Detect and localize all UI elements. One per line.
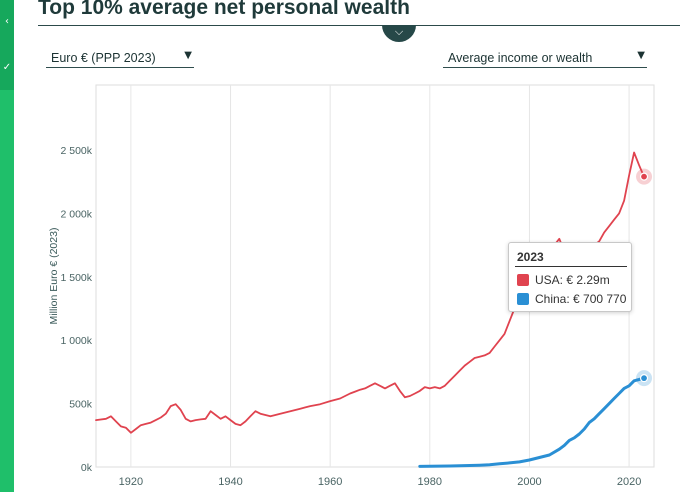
plot-frame	[95, 84, 655, 468]
check-icon[interactable]: ✓	[2, 62, 12, 73]
hover-tooltip: 2023 USA: € 2.29m China: € 700 770	[508, 242, 632, 312]
tooltip-china-value: China: € 700 770	[535, 292, 627, 306]
x-tick-label: 2000	[517, 476, 541, 488]
usa-end-point	[639, 172, 649, 181]
usa-legend-swatch	[517, 274, 529, 286]
currency-dropdown-value: Euro € (PPP 2023)	[51, 51, 156, 65]
china-legend-swatch	[517, 293, 529, 305]
x-tick-label: 2020	[617, 476, 641, 488]
currency-dropdown[interactable]: Euro € (PPP 2023) ▼	[46, 48, 194, 68]
measure-dropdown-value: Average income or wealth	[448, 51, 593, 65]
tooltip-divider	[515, 266, 627, 267]
x-tick-label: 1980	[418, 476, 442, 488]
china-series-line	[418, 376, 646, 468]
share-icon[interactable]: ‹	[5, 16, 9, 27]
x-tick-label: 1960	[318, 476, 342, 488]
tooltip-usa-value: USA: € 2.29m	[535, 273, 610, 287]
left-sidebar: ‹ ✓	[0, 0, 14, 492]
y-tick-label: 2 000k	[60, 208, 92, 220]
page-title: Top 10% average net personal wealth	[38, 0, 410, 19]
y-tick-label: 2 500k	[60, 145, 92, 157]
y-tick-label: 500k	[69, 399, 93, 411]
y-axis-title: Million Euro € (2023)	[48, 228, 60, 325]
series-end-markers	[636, 168, 653, 387]
x-tick-label: 1920	[119, 476, 143, 488]
title-divider	[38, 25, 680, 26]
usa-series-line	[95, 151, 645, 434]
dropdown-arrow-icon: ▼	[637, 50, 645, 61]
chevron-down-icon[interactable]: ⌵	[382, 25, 416, 42]
y-tick-label: 1 500k	[60, 272, 92, 284]
x-tick-label: 1940	[218, 476, 242, 488]
y-tick-label: 0k	[81, 462, 93, 474]
tooltip-year: 2023	[517, 250, 544, 264]
y-tick-label: 1 000k	[60, 335, 92, 347]
sidebar-top-panel	[0, 0, 14, 90]
measure-dropdown[interactable]: Average income or wealth ▼	[443, 48, 647, 68]
series-lines	[95, 151, 646, 468]
y-axis-ticks: 0k 500k 1 000k 1 500k 2 000k 2 500k	[60, 145, 92, 474]
dropdown-arrow-icon: ▼	[184, 50, 192, 61]
x-axis-ticks: 1920 1940 1960 1980 2000 2020	[119, 476, 642, 488]
china-end-point	[639, 374, 649, 383]
